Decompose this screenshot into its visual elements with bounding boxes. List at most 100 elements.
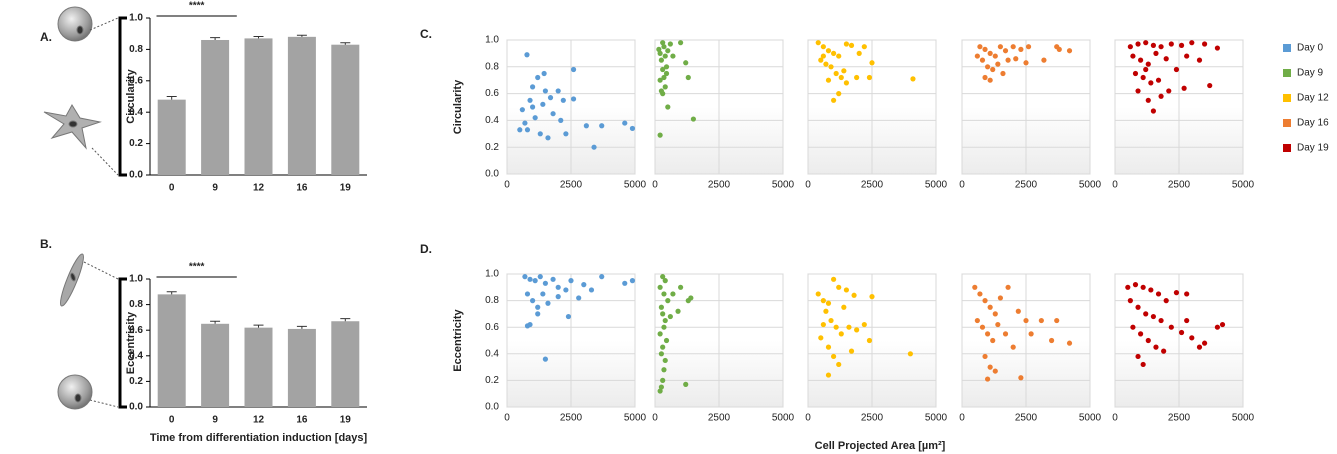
y-tick-label: 1.0	[129, 274, 143, 285]
point	[662, 84, 668, 90]
point	[660, 377, 666, 383]
cell-icons	[43, 6, 102, 410]
point	[1202, 41, 1208, 47]
point	[1049, 337, 1055, 344]
point	[629, 278, 636, 284]
point	[599, 123, 605, 129]
point	[1041, 57, 1047, 63]
point	[995, 61, 1001, 67]
point	[815, 291, 821, 297]
point	[825, 300, 832, 306]
y-tick-label: 0.8	[129, 44, 143, 55]
point	[869, 294, 875, 300]
point	[828, 64, 834, 70]
point	[910, 76, 916, 82]
bar	[157, 294, 186, 407]
point	[581, 282, 587, 288]
y-tick-label: 0.6	[485, 88, 499, 99]
point	[1000, 70, 1006, 77]
x-tick-label: 5000	[624, 180, 647, 191]
y-tick-label: 0.6	[129, 325, 143, 336]
x-tick-label: 2500	[1015, 180, 1038, 191]
point	[683, 381, 689, 387]
x-tick-label: 5000	[1079, 413, 1102, 424]
point	[985, 331, 991, 337]
bar	[331, 321, 360, 407]
point	[992, 53, 998, 59]
point	[856, 50, 862, 57]
point	[1023, 317, 1029, 324]
point	[570, 96, 577, 102]
point	[563, 287, 569, 293]
bar	[331, 44, 360, 175]
point	[843, 80, 850, 86]
point	[861, 44, 867, 50]
x-tick-label: 2500	[861, 180, 884, 191]
point	[622, 280, 628, 286]
y-tick-label: 0.4	[129, 107, 143, 118]
point	[1135, 41, 1141, 47]
point	[1145, 97, 1151, 103]
point	[985, 64, 991, 70]
point	[854, 327, 860, 333]
point	[1013, 56, 1019, 62]
point	[838, 74, 844, 81]
legend-swatch	[1283, 119, 1291, 127]
bar	[201, 323, 230, 407]
point	[658, 304, 665, 310]
y-tick-label: 1.0	[485, 35, 499, 46]
point	[1173, 290, 1180, 296]
point	[656, 46, 662, 52]
point	[665, 298, 671, 304]
point	[540, 291, 546, 297]
point	[851, 292, 857, 298]
x-tick-label: 2500	[1168, 180, 1191, 191]
point	[537, 274, 543, 280]
x-tick-label: 5000	[624, 413, 647, 424]
point	[545, 300, 551, 306]
point	[1166, 88, 1172, 94]
x-tick-label: 2500	[1168, 413, 1191, 424]
error-bar	[166, 96, 177, 100]
error-bar	[340, 318, 351, 322]
point	[833, 324, 839, 330]
point	[629, 125, 636, 132]
error-bar	[296, 325, 307, 329]
x-tick-label: 0	[169, 415, 175, 426]
point	[661, 324, 667, 330]
point	[662, 357, 668, 364]
point	[1214, 45, 1220, 51]
point	[1140, 284, 1146, 290]
point	[831, 50, 837, 57]
point	[540, 101, 546, 107]
point	[550, 276, 556, 282]
point	[982, 353, 988, 360]
point	[667, 313, 673, 320]
point	[1056, 46, 1062, 52]
point	[563, 131, 569, 137]
error-bar	[166, 291, 177, 295]
point	[1143, 40, 1149, 46]
point	[1196, 57, 1203, 63]
point	[542, 280, 549, 286]
x-tick-label: 5000	[772, 413, 795, 424]
point	[622, 120, 628, 126]
point	[1125, 284, 1131, 290]
point	[831, 276, 837, 282]
point	[823, 308, 829, 314]
point	[660, 66, 666, 73]
point	[560, 97, 566, 103]
point	[831, 97, 837, 103]
x-tick-label: 0	[169, 183, 175, 194]
legend-label: Day 9	[1297, 68, 1324, 79]
point	[866, 74, 873, 81]
point	[995, 321, 1001, 328]
point	[535, 311, 541, 317]
legend-label: Day 16	[1297, 118, 1329, 129]
point	[1132, 282, 1139, 288]
bar	[201, 39, 230, 176]
y-tick-label: 0.0	[129, 402, 143, 413]
point	[1145, 61, 1151, 67]
x-tick-label: 0	[652, 413, 658, 424]
point	[662, 53, 668, 59]
